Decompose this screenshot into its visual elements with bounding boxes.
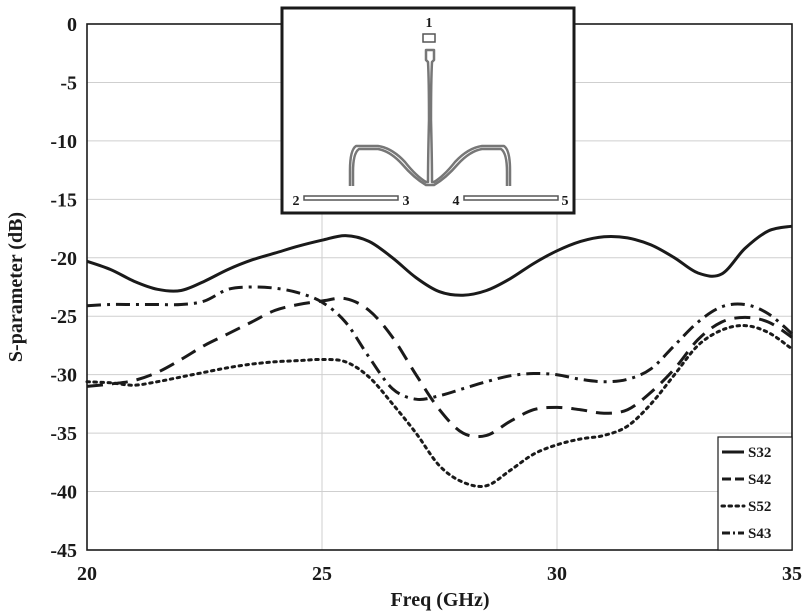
tick-labels: 20 25 30 350-5-10-15-20-25-30-35-40-45 <box>50 14 802 585</box>
inset-layout-drawing <box>348 48 512 187</box>
legend-label-s32: S32 <box>748 445 771 461</box>
inset-port-label-3: 3 <box>403 194 410 209</box>
series-line-s32 <box>86 224 793 297</box>
y-tick-label: -45 <box>50 540 77 562</box>
inset-feedlines <box>303 33 559 201</box>
series-line-s52 <box>85 324 794 488</box>
x-axis-label: Freq (GHz) <box>390 589 489 611</box>
inset-port-label-4: 4 <box>453 194 460 209</box>
y-tick-label: -5 <box>60 72 77 94</box>
y-tick-label: -25 <box>50 306 77 328</box>
legend-label-s52: S52 <box>748 499 771 515</box>
legend-label-s42: S42 <box>748 472 771 488</box>
y-tick-label: 0 <box>67 14 77 36</box>
series-line-s43 <box>86 285 793 401</box>
y-tick-label: -30 <box>50 365 77 387</box>
inset-port-label-1: 1 <box>426 16 433 31</box>
legend-label-s43: S43 <box>748 526 771 542</box>
inset-port-label-5: 5 <box>562 194 569 209</box>
legend-items: S32 S42 S52 S43 <box>720 445 771 542</box>
legend: S32 S42 S52 S43 <box>717 436 793 551</box>
y-tick-label: -10 <box>50 131 77 153</box>
inset-diagram: 1 2 3 4 5 <box>280 6 576 215</box>
y-axis-label: S-parameter (dB) <box>5 212 27 362</box>
y-tick-label: -40 <box>50 482 77 504</box>
series-layer <box>85 224 794 488</box>
legend-box <box>717 436 793 551</box>
y-tick-label: -15 <box>50 189 77 211</box>
series-line-s42 <box>86 296 793 439</box>
x-tick-label: 30 <box>547 563 567 585</box>
y-tick-label: -20 <box>50 248 77 270</box>
x-tick-label: 35 <box>782 563 802 585</box>
x-tick-label: 25 <box>312 563 332 585</box>
x-tick-label: 20 <box>77 563 97 585</box>
y-tick-label: -35 <box>50 423 77 445</box>
inset-port-label-2: 2 <box>293 194 300 209</box>
